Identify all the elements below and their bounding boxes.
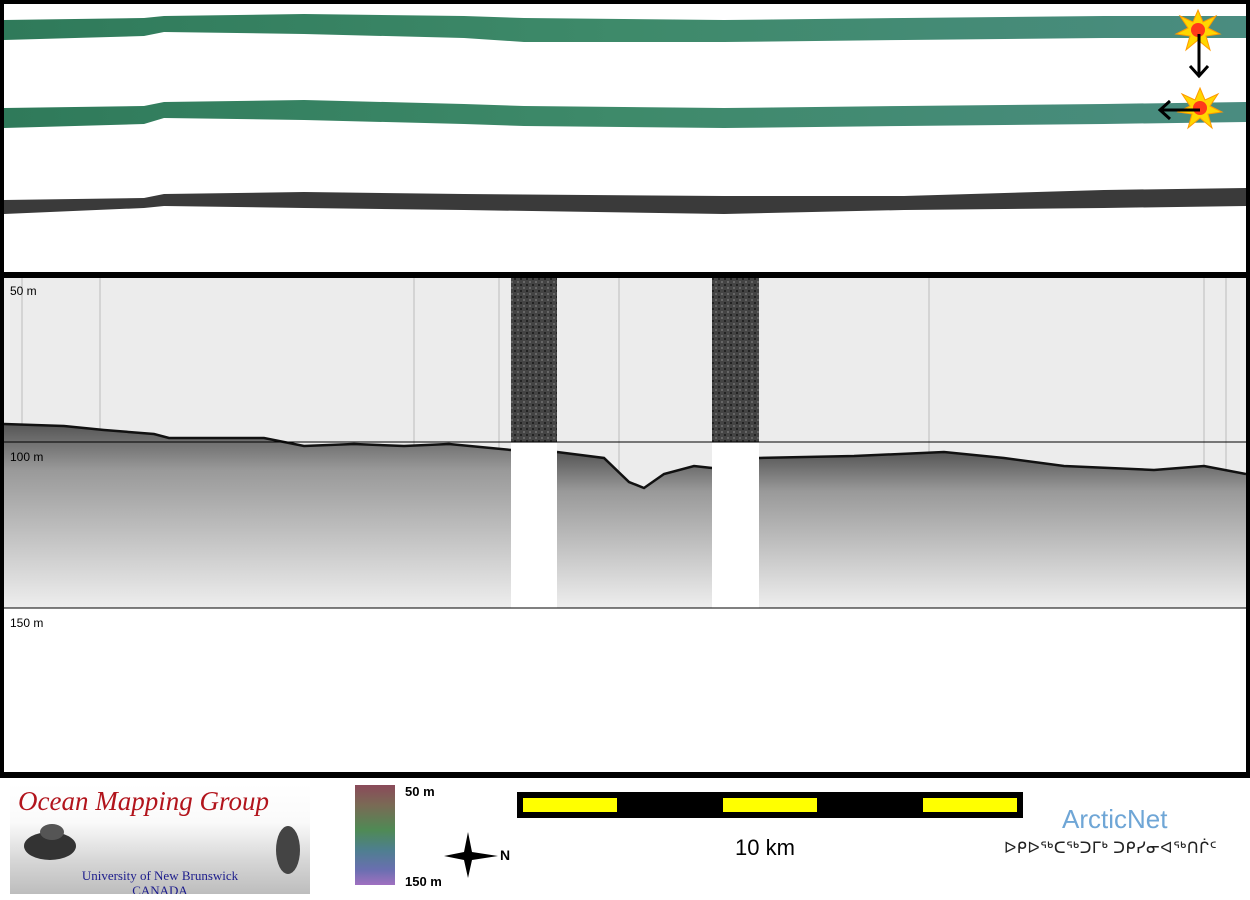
arcticnet-syllabics: ᐅᑭᐅᖅᑕᖅᑐᒥᒃ ᑐᑭᓯᓂᐊᖅᑎᒌᑦ (1004, 840, 1218, 857)
scale-label: 10 km (735, 835, 795, 860)
omg-logo: Ocean Mapping Group University of New Br… (10, 784, 310, 894)
echogram (4, 278, 1246, 609)
swath-strip-3 (4, 188, 1246, 214)
scale-bar (517, 792, 1023, 818)
data-gap-2 (712, 443, 759, 608)
depth-label-100: 100 m (10, 450, 44, 464)
down-arrow-icon (1188, 34, 1210, 79)
depth-label-50: 50 m (10, 284, 37, 298)
sub-bottom (4, 424, 511, 608)
swath-panel (4, 4, 1246, 272)
omg-university: University of New Brunswick (81, 868, 239, 883)
sub-bottom-3 (759, 452, 1246, 608)
color-scale-top: 50 m (405, 784, 435, 799)
noise-block-1 (511, 278, 557, 442)
data-gap-1 (511, 443, 557, 608)
scale-segment-3 (923, 798, 1017, 812)
swath-strips (4, 8, 1246, 214)
seafloor-line-3 (758, 450, 1246, 476)
omg-title: Ocean Mapping Group (18, 786, 269, 816)
north-arrow-icon: N (444, 832, 510, 878)
depth-label-150: 150 m (10, 616, 44, 630)
color-scale-bottom: 150 m (405, 874, 442, 889)
scale-segment-2 (723, 798, 817, 812)
north-letter: N (500, 847, 510, 863)
omg-country: CANADA (132, 883, 188, 894)
profile-panel: 50 m 100 m 150 m (4, 278, 1246, 772)
scale-segment-1 (523, 798, 617, 812)
color-scale-bar (355, 785, 395, 885)
explosion-icon-top (1174, 8, 1222, 52)
seafloor-line (4, 422, 512, 452)
seafloor-line-2 (556, 450, 713, 490)
swath-strip-1 (4, 14, 1246, 42)
noise-block-2 (712, 278, 759, 442)
sub-bottom-2 (557, 452, 712, 608)
footer-panel: Ocean Mapping Group University of New Br… (0, 778, 1250, 900)
left-arrow-icon (1157, 99, 1200, 121)
swath-strip-2 (4, 100, 1246, 128)
fish-icon (276, 826, 300, 874)
ship-icon (24, 824, 76, 860)
arcticnet-logo: ArcticNet (1062, 804, 1168, 834)
